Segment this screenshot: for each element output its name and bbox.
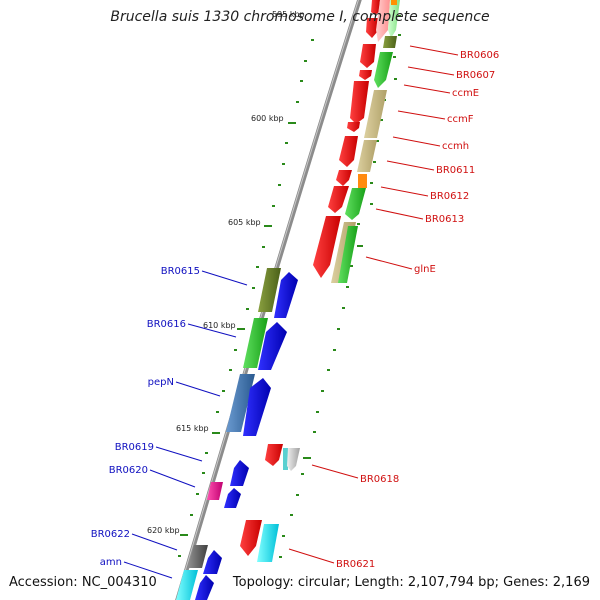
gene-label-ccmE[interactable]: ccmE bbox=[452, 88, 479, 99]
gene-arrow[interactable] bbox=[243, 378, 271, 436]
scale-label-610: 610 kbp bbox=[203, 321, 236, 330]
gene-arrow[interactable] bbox=[313, 216, 341, 278]
left-callout-lines bbox=[123, 270, 248, 579]
gene-arrow[interactable] bbox=[364, 90, 387, 138]
gene-arrow[interactable] bbox=[226, 374, 255, 432]
gene-arrow[interactable] bbox=[258, 268, 281, 312]
gene-arrow[interactable] bbox=[339, 136, 358, 167]
reverse-strand-genes bbox=[176, 268, 298, 600]
gene-arrow[interactable] bbox=[336, 170, 352, 186]
gene-arrow[interactable] bbox=[374, 52, 393, 88]
gene-arrow[interactable] bbox=[287, 448, 300, 471]
gene-arrow[interactable] bbox=[274, 272, 298, 318]
gene-label-BR0612[interactable]: BR0612 bbox=[430, 191, 469, 202]
scale-label-595: 595 kbp bbox=[272, 10, 305, 19]
gene-arrow[interactable] bbox=[328, 186, 349, 213]
map-title: Brucella suis 1330 chromosome I, complet… bbox=[110, 9, 490, 25]
gene-label-BR0615[interactable]: BR0615 bbox=[161, 266, 200, 277]
gene-block[interactable] bbox=[391, 0, 397, 5]
gene-arrow[interactable] bbox=[376, 0, 390, 42]
gene-label-BR0616[interactable]: BR0616 bbox=[147, 319, 186, 330]
gene-arrow[interactable] bbox=[366, 18, 378, 38]
gene-arrow[interactable] bbox=[257, 524, 279, 562]
gene-label-glnE[interactable]: glnE bbox=[414, 264, 436, 275]
gene-block[interactable] bbox=[283, 448, 288, 470]
gene-arrow[interactable] bbox=[388, 0, 400, 38]
gene-label-BR0607[interactable]: BR0607 bbox=[456, 70, 495, 81]
gene-arrow[interactable] bbox=[176, 570, 198, 600]
right-callout-lines bbox=[288, 45, 459, 564]
right-labels: BR0606 BR0607 ccmE ccmF ccmh BR0611 BR06… bbox=[336, 50, 499, 570]
gene-arrow[interactable] bbox=[243, 318, 268, 368]
gene-arrow[interactable] bbox=[347, 122, 360, 132]
gene-arrow[interactable] bbox=[350, 81, 369, 124]
gene-arrow[interactable] bbox=[338, 226, 358, 283]
topology-text: Topology: circular; Length: 2,107,794 bp… bbox=[232, 575, 590, 590]
gene-label-ccmh[interactable]: ccmh bbox=[442, 141, 469, 152]
gene-arrow[interactable] bbox=[357, 140, 377, 172]
left-labels: BR0615 BR0616 pepN BR0619 BR0620 BR0622 … bbox=[91, 266, 200, 568]
gene-arrow[interactable] bbox=[195, 575, 214, 600]
scale-label-600: 600 kbp bbox=[251, 114, 284, 123]
gene-block[interactable] bbox=[358, 174, 367, 188]
br0618-cluster bbox=[265, 444, 300, 471]
gene-arrow[interactable] bbox=[383, 36, 397, 48]
gene-arrow[interactable] bbox=[224, 488, 241, 508]
gene-label-BR0613[interactable]: BR0613 bbox=[425, 214, 464, 225]
scale-label-605: 605 kbp bbox=[228, 218, 261, 227]
br0621-cluster bbox=[240, 520, 279, 562]
gene-arrow[interactable] bbox=[207, 482, 223, 500]
gene-arrow[interactable] bbox=[265, 444, 283, 466]
gene-arrow[interactable] bbox=[240, 520, 262, 556]
scale-label-615: 615 kbp bbox=[176, 424, 209, 433]
gene-label-BR0606[interactable]: BR0606 bbox=[460, 50, 499, 61]
gene-arrow[interactable] bbox=[345, 188, 366, 220]
gene-label-BR0620[interactable]: BR0620 bbox=[109, 465, 148, 476]
forward-strand-genes bbox=[313, 0, 380, 278]
gene-label-BR0618[interactable]: BR0618 bbox=[360, 474, 399, 485]
forward-outer-genes bbox=[331, 0, 400, 283]
gene-arrow[interactable] bbox=[203, 550, 222, 574]
gene-label-BR0619[interactable]: BR0619 bbox=[115, 442, 154, 453]
gene-label-BR0622[interactable]: BR0622 bbox=[91, 529, 130, 540]
gene-arrow[interactable] bbox=[258, 322, 287, 370]
gene-label-amn[interactable]: amn bbox=[100, 557, 122, 568]
gene-arrow[interactable] bbox=[360, 44, 376, 68]
gene-label-pepN[interactable]: pepN bbox=[148, 377, 174, 388]
gene-label-BR0621[interactable]: BR0621 bbox=[336, 559, 375, 570]
gene-label-ccmF[interactable]: ccmF bbox=[447, 114, 474, 125]
gene-arrow[interactable] bbox=[188, 545, 208, 568]
inner-tick-marks bbox=[178, 39, 314, 557]
gene-arrow[interactable] bbox=[371, 0, 380, 15]
gene-arrow[interactable] bbox=[359, 70, 372, 80]
gene-label-BR0611[interactable]: BR0611 bbox=[436, 165, 475, 176]
scale-label-620: 620 kbp bbox=[147, 526, 180, 535]
outer-tick-marks bbox=[279, 15, 401, 558]
accession-text: Accession: NC_004310 bbox=[9, 575, 157, 590]
gene-arrow[interactable] bbox=[230, 460, 249, 486]
